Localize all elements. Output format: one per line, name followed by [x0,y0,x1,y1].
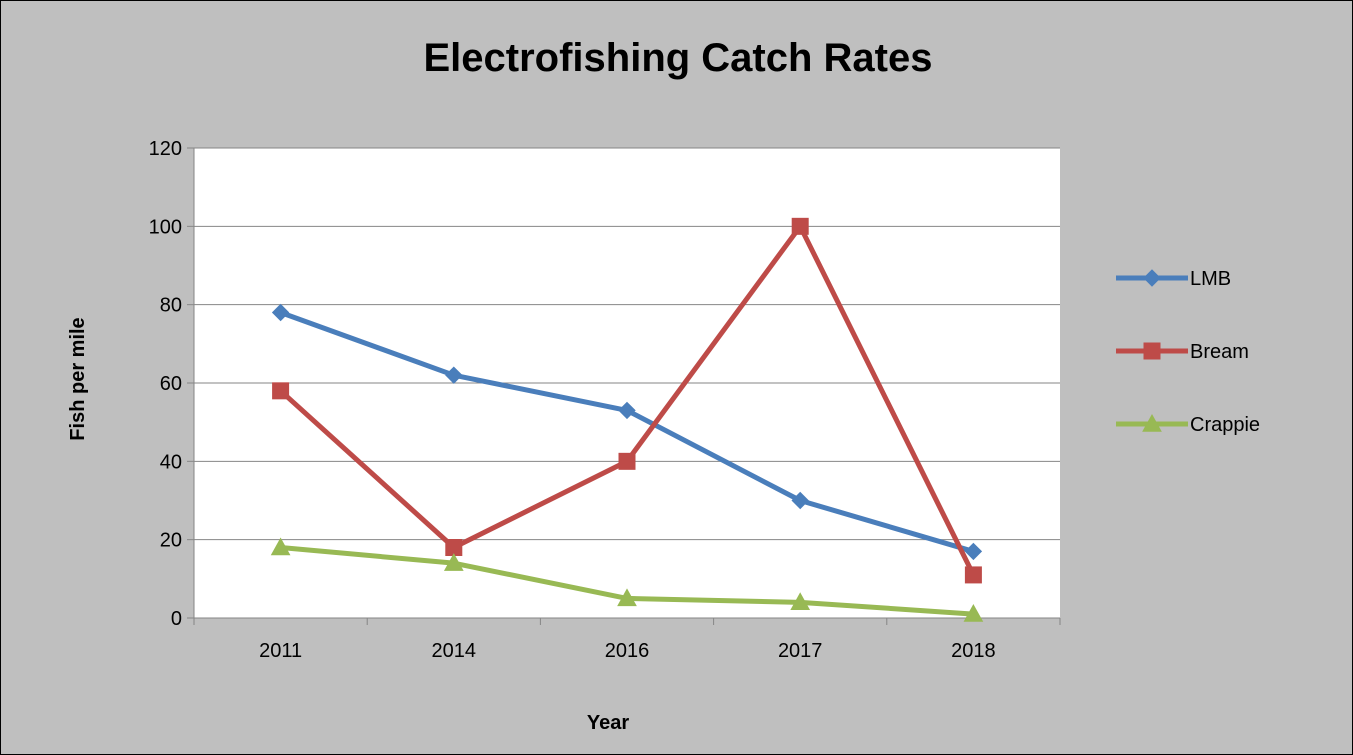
y-axis-title: Fish per mile [67,317,89,440]
series-crappie [270,537,984,622]
data-point-bream [618,452,636,470]
x-axis-title: Year [587,712,629,734]
axes [187,147,1061,625]
series-lmb [271,303,983,561]
legend: LMB Bream Crappie [1116,268,1260,436]
data-point-lmb [618,401,636,420]
data-point-crappie [443,553,464,571]
data-point-lmb [964,542,983,561]
data-point-lmb [445,366,463,384]
series-bream [272,217,982,584]
legend-marker-crappie [1142,413,1162,432]
y-tick-label: 120 [149,138,182,160]
legend-item-bream: Bream [1116,341,1249,363]
data-point-bream [791,217,809,235]
tick-labels: 0 20 40 60 80 100 120 2011 2014 2016 2017 2018 [149,138,996,662]
chart-title: Electrofishing Catch Rates [423,36,932,80]
y-tick-label: 60 [160,373,182,395]
data-point-crappie [270,537,291,556]
legend-label-bream: Bream [1190,341,1249,363]
legend-item-lmb: LMB [1116,268,1231,290]
data-point-bream [272,382,290,400]
y-tick-label: 100 [149,216,182,238]
x-tick-label: 2014 [432,640,477,662]
legend-marker-lmb [1143,269,1161,287]
series-group [270,217,984,622]
y-tick-label: 0 [171,608,182,630]
data-point-crappie [617,588,637,607]
legend-label-lmb: LMB [1190,268,1231,290]
x-tick-label: 2016 [605,640,650,662]
data-point-crappie [790,592,811,611]
y-tick-label: 40 [160,451,182,473]
data-point-lmb [791,491,809,510]
data-point-bream [964,566,982,584]
y-tick-label: 20 [160,530,182,552]
legend-marker-bream [1143,342,1161,360]
data-point-crappie [963,604,984,622]
data-point-lmb [271,303,290,322]
y-tick-label: 80 [160,295,182,317]
legend-label-crappie: Crappie [1190,414,1260,436]
legend-item-crappie: Crappie [1116,413,1260,436]
x-tick-label: 2011 [259,640,302,662]
x-tick-label: 2017 [778,640,823,662]
data-point-bream [445,539,463,556]
x-tick-label: 2018 [951,640,996,662]
